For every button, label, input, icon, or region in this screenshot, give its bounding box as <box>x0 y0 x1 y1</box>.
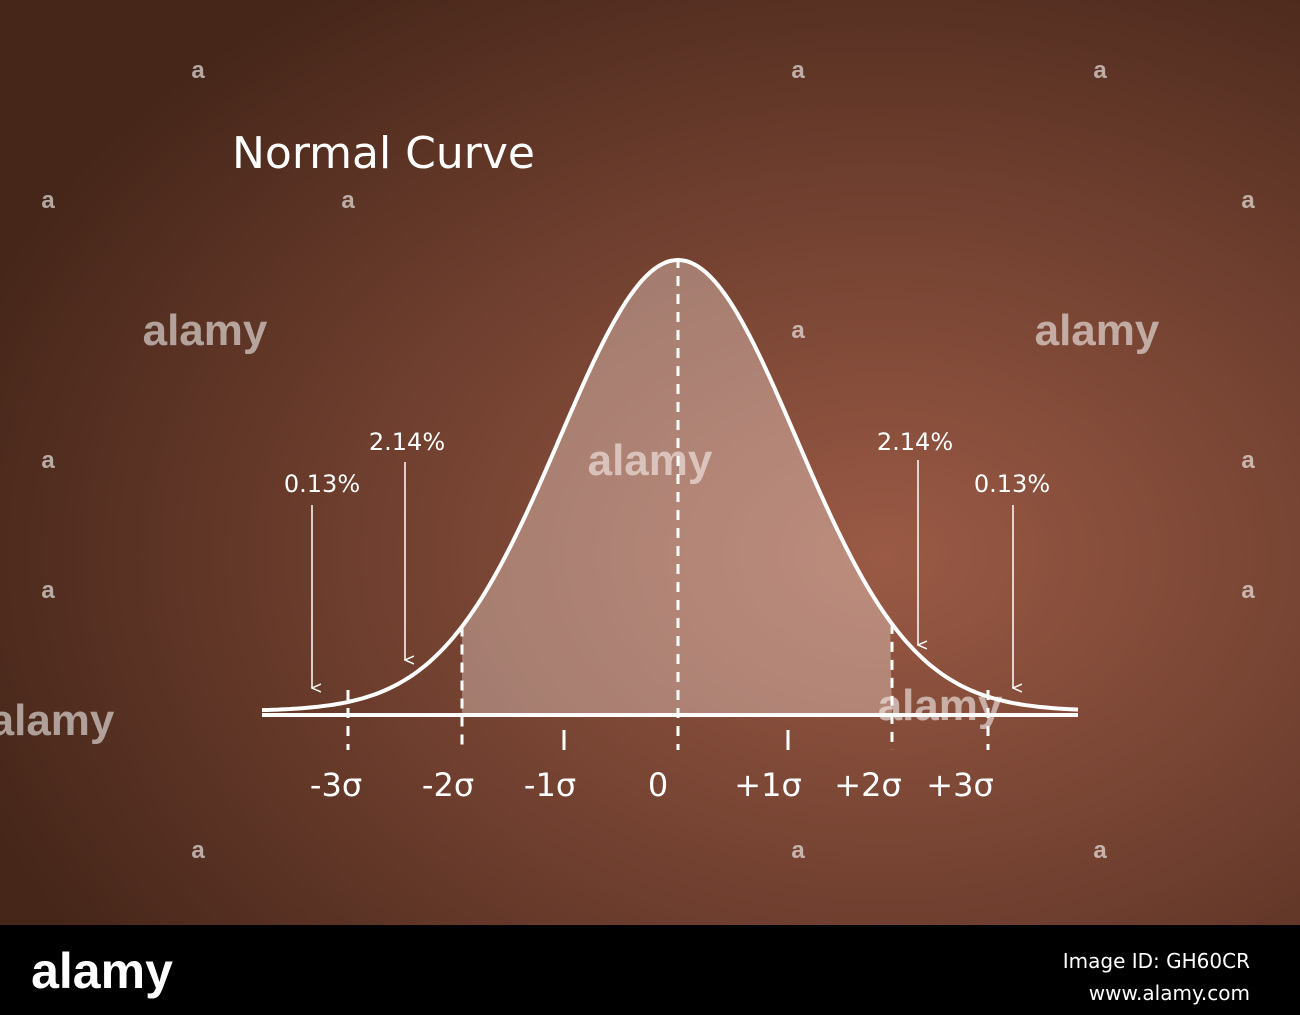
axis-label: -3σ <box>310 766 362 804</box>
axis-label: +3σ <box>926 766 993 804</box>
title: Normal Curve <box>232 128 535 179</box>
watermark-small: a <box>1241 577 1255 604</box>
image-id: Image ID: GH60CR <box>1063 949 1250 973</box>
footer-bar <box>0 925 1300 1015</box>
watermark: alamy <box>1035 306 1160 355</box>
dashed-lines <box>346 258 990 750</box>
arrows <box>312 460 1013 688</box>
annotation: 2.14% <box>877 428 953 456</box>
watermark-small: a <box>41 447 55 474</box>
axis-labels: -3σ -2σ -1σ 0 +1σ +2σ +3σ <box>310 766 994 804</box>
watermark-small: a <box>341 187 355 214</box>
watermark-small: a <box>191 837 205 864</box>
axis-label: +1σ <box>734 766 801 804</box>
watermark-small: a <box>1241 187 1255 214</box>
watermark-small: a <box>791 57 805 84</box>
bell-curve <box>261 257 1079 713</box>
footer-logo: alamy <box>31 943 173 999</box>
watermark-small: a <box>191 57 205 84</box>
watermark-small: a <box>791 317 805 344</box>
annotation: 2.14% <box>369 428 445 456</box>
watermark-small: a <box>41 187 55 214</box>
axis-label: -1σ <box>524 766 576 804</box>
watermark-small: a <box>1093 57 1107 84</box>
footer-url: www.alamy.com <box>1089 981 1250 1005</box>
watermark: alamy <box>878 681 1003 730</box>
watermark-small: a <box>1241 447 1255 474</box>
annotation: 0.13% <box>974 470 1050 498</box>
watermark-small: a <box>41 577 55 604</box>
watermark: alamy <box>0 696 115 745</box>
shaded-area <box>462 260 892 715</box>
watermark: alamy <box>588 436 713 485</box>
axis-label: 0 <box>648 766 668 804</box>
watermark-small: a <box>1093 837 1107 864</box>
axis-label: +2σ <box>834 766 901 804</box>
watermark-small: a <box>791 837 805 864</box>
watermark: alamy <box>143 306 268 355</box>
annotation: 0.13% <box>284 470 360 498</box>
watermarks: alamy alamy alamy alamy alamy a a a a a a a a a a a a a a <box>0 57 1255 864</box>
chalkboard <box>0 0 1300 925</box>
axis-label: -2σ <box>422 766 474 804</box>
